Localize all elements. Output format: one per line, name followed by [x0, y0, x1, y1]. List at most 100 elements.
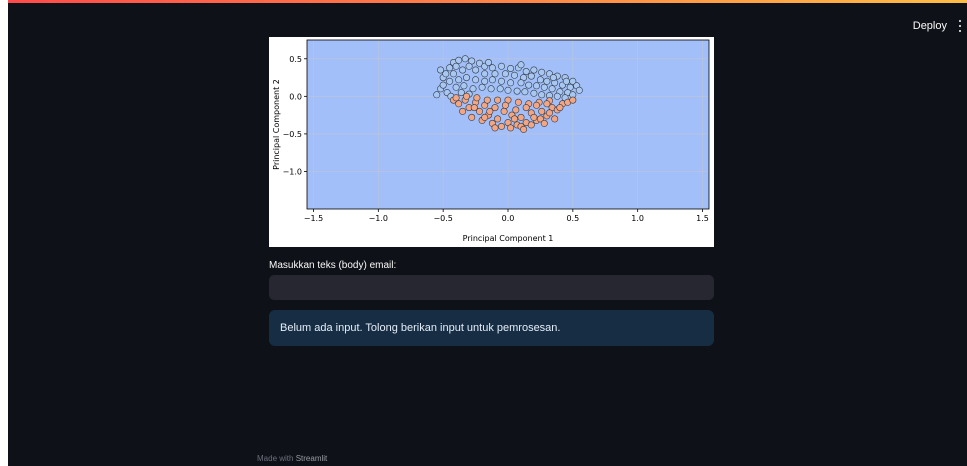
scatter-point-series-0	[442, 70, 450, 78]
scatter-point-series-1	[473, 94, 481, 102]
x-tick-label: 1.0	[631, 214, 644, 223]
scatter-point-series-0	[517, 61, 525, 69]
scatter-point-series-0	[446, 77, 454, 85]
scatter-point-series-0	[525, 81, 533, 89]
scatter-point-series-0	[459, 66, 467, 74]
x-tick-label: 0.5	[566, 214, 579, 223]
scatter-point-series-1	[491, 104, 499, 112]
info-alert-message: Belum ada input. Tolong berikan input un…	[280, 322, 561, 334]
scatter-point-series-0	[439, 81, 447, 89]
scatter-point-series-1	[551, 115, 559, 123]
scatter-point-series-0	[465, 62, 473, 70]
scatter-point-series-1	[468, 113, 476, 121]
scatter-point-series-0	[437, 66, 445, 74]
scatter-point-series-0	[538, 68, 546, 76]
scatter-point-series-0	[507, 79, 515, 87]
pca-scatter-plot: −1.5 −1.0 −0.5 0.0 0.5 1.0 1.5 0.5 0.0 −0.5 −1.0 Pr…	[269, 37, 714, 247]
scatter-point-series-1	[500, 107, 508, 115]
x-tick-label: −1.5	[304, 214, 323, 223]
x-axis-label: Principal Component 1	[463, 234, 554, 243]
deploy-button[interactable]: Deploy	[912, 20, 947, 32]
footer-streamlit-link[interactable]: Streamlit	[295, 454, 328, 463]
scatter-point-series-1	[501, 101, 509, 109]
scatter-point-series-0	[487, 85, 495, 93]
y-tick-label: 0.5	[289, 55, 302, 64]
scatter-point-series-0	[455, 56, 463, 64]
scatter-point-series-0	[476, 59, 484, 67]
scatter-point-series-1	[522, 104, 530, 112]
y-tick-label: −0.5	[283, 130, 302, 139]
scatter-point-series-0	[485, 58, 493, 66]
scatter-point-series-0	[522, 67, 530, 75]
scatter-point-series-1	[520, 125, 528, 133]
email-body-input[interactable]	[269, 275, 714, 300]
scatter-point-series-1	[538, 107, 546, 115]
scatter-point-series-0	[521, 88, 529, 96]
scatter-point-series-1	[517, 113, 525, 121]
more-vertical-icon[interactable]	[955, 19, 965, 33]
scatter-point-series-0	[504, 86, 512, 94]
scatter-point-series-0	[553, 92, 561, 100]
scatter-point-series-0	[543, 77, 551, 85]
scatter-point-series-0	[548, 85, 556, 93]
scatter-point-series-1	[470, 104, 478, 112]
header-decoration	[8, 0, 967, 3]
scatter-point-series-0	[469, 85, 477, 93]
footer-prefix: Made with	[257, 454, 294, 463]
scatter-point-series-0	[481, 70, 489, 78]
scatter-point-series-0	[488, 64, 496, 72]
scatter-point-series-0	[549, 74, 557, 82]
scatter-point-series-0	[452, 62, 460, 70]
scatter-point-series-0	[513, 87, 521, 95]
scatter-point-series-0	[530, 66, 538, 74]
scatter-point-series-0	[478, 83, 486, 91]
scatter-point-series-1	[455, 100, 463, 108]
scatter-point-series-0	[452, 83, 460, 91]
scatter-point-series-1	[483, 96, 491, 104]
scatter-point-series-0	[496, 85, 504, 93]
scatter-point-series-0	[511, 71, 519, 79]
scatter-point-series-0	[450, 70, 458, 78]
scatter-point-series-0	[575, 86, 583, 94]
scatter-point-series-0	[530, 89, 538, 97]
scatter-point-series-1	[545, 109, 553, 117]
scatter-point-series-0	[532, 82, 540, 90]
scatter-point-series-0	[461, 55, 469, 63]
scatter-point-series-1	[494, 115, 502, 123]
scatter-point-series-1	[452, 94, 460, 102]
scatter-point-series-0	[481, 77, 489, 85]
scatter-point-series-1	[512, 106, 520, 114]
scatter-point-series-0	[457, 89, 465, 97]
info-alert: Belum ada input. Tolong berikan input un…	[269, 310, 714, 346]
scatter-point-series-1	[527, 121, 535, 129]
scatter-point-series-1	[556, 104, 564, 112]
scatter-point-series-0	[446, 64, 454, 72]
x-tick-label: 0.0	[502, 214, 515, 223]
scatter-point-series-1	[459, 107, 467, 115]
scatter-point-series-0	[540, 83, 548, 91]
scatter-point-series-1	[540, 119, 548, 127]
scatter-point-series-0	[455, 76, 463, 84]
scatter-point-series-0	[507, 64, 515, 72]
x-tick-label: −1.0	[369, 214, 388, 223]
scatter-point-series-1	[530, 113, 538, 121]
scatter-point-series-1	[569, 96, 577, 104]
scatter-point-series-0	[498, 62, 506, 70]
scatter-point-series-0	[536, 76, 544, 84]
scatter-point-series-0	[472, 66, 480, 74]
scatter-point-series-0	[498, 77, 506, 85]
app-header: Deploy	[8, 3, 967, 37]
scatter-point-series-1	[486, 107, 494, 115]
scatter-point-series-1	[481, 113, 489, 121]
scatter-point-series-0	[501, 70, 509, 78]
scatter-point-series-0	[488, 76, 496, 84]
scatter-point-series-1	[494, 96, 502, 104]
y-tick-label: −1.0	[283, 167, 302, 176]
scatter-point-series-0	[527, 72, 535, 80]
scatter-point-series-1	[511, 115, 519, 123]
scatter-point-series-1	[532, 101, 540, 109]
scatter-point-series-0	[538, 91, 546, 99]
scatter-point-series-0	[517, 79, 525, 87]
scatter-point-series-0	[562, 77, 570, 85]
scatter-point-series-1	[476, 107, 484, 115]
